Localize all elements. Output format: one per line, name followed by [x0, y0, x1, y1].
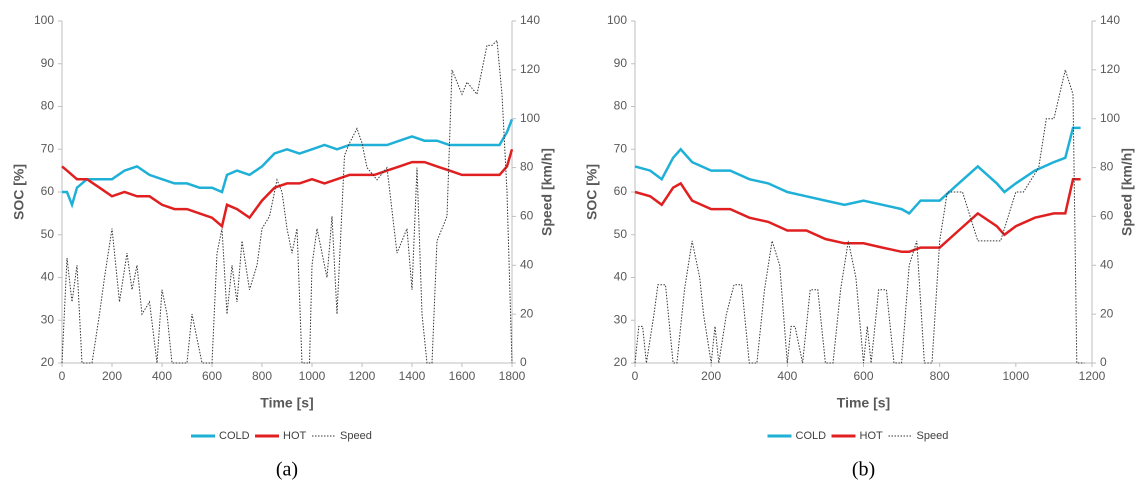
- y-tick-label: 20: [41, 355, 55, 369]
- y2-tick-label: 120: [1100, 62, 1120, 76]
- x-axis-title: Time [s]: [837, 395, 890, 411]
- y2-tick-label: 120: [520, 62, 540, 76]
- panel-label: (b): [852, 459, 875, 481]
- y2-tick-label: 40: [520, 257, 534, 271]
- y2-tick-label: 0: [1100, 355, 1107, 369]
- x-tick-label: 1200: [349, 369, 376, 383]
- y2-tick-label: 100: [1100, 111, 1120, 125]
- y2-tick-label: 0: [520, 355, 527, 369]
- y2-tick-label: 20: [1100, 306, 1114, 320]
- data-line: [62, 118, 514, 209]
- data-line: [634, 126, 1081, 215]
- x-tick-label: 800: [252, 369, 272, 383]
- x-tick-label: 0: [59, 369, 66, 383]
- y2-tick-label: 40: [1100, 257, 1114, 271]
- y2-axis-title: Speed [km/h]: [539, 148, 555, 236]
- x-tick-label: 1000: [1002, 369, 1029, 383]
- x-tick-label: 0: [632, 369, 639, 383]
- x-tick-label: 1000: [299, 369, 326, 383]
- legend-label: COLD: [796, 430, 827, 442]
- y-tick-label: 30: [41, 312, 55, 326]
- x-tick-label: 1400: [399, 369, 426, 383]
- x-tick-label: 400: [777, 369, 797, 383]
- x-tick-label: 1800: [499, 369, 526, 383]
- y-axis-title: SOC [%]: [584, 164, 600, 220]
- x-tick-label: 600: [202, 369, 222, 383]
- y-tick-label: 80: [614, 99, 628, 113]
- data-line: [61, 148, 514, 229]
- y-tick-label: 30: [614, 312, 628, 326]
- y2-tick-label: 80: [1100, 160, 1114, 174]
- y2-tick-label: 100: [520, 111, 540, 125]
- x-tick-label: 200: [701, 369, 721, 383]
- y2-tick-label: 140: [520, 13, 540, 27]
- legend-label: Speed: [917, 430, 949, 442]
- y-tick-label: 100: [34, 13, 54, 27]
- y2-tick-label: 80: [520, 160, 534, 174]
- y2-tick-label: 60: [520, 209, 534, 223]
- legend-label: HOT: [283, 430, 307, 442]
- x-tick-label: 1600: [449, 369, 476, 383]
- y2-axis-title: Speed [km/h]: [1119, 148, 1135, 236]
- y-tick-label: 80: [41, 99, 55, 113]
- x-tick-label: 400: [152, 369, 172, 383]
- y-tick-label: 90: [41, 56, 55, 70]
- y-tick-label: 60: [614, 184, 628, 198]
- y-tick-label: 20: [614, 355, 628, 369]
- y-tick-label: 50: [41, 227, 55, 241]
- data-line: [634, 177, 1081, 254]
- y-axis-title: SOC [%]: [11, 164, 27, 220]
- legend-label: Speed: [340, 430, 372, 442]
- y-tick-label: 90: [614, 56, 628, 70]
- x-tick-label: 600: [853, 369, 873, 383]
- y2-tick-label: 140: [1100, 13, 1120, 27]
- x-tick-label: 200: [102, 369, 122, 383]
- x-axis-title: Time [s]: [260, 395, 313, 411]
- data-line: [61, 39, 513, 364]
- y-tick-label: 40: [614, 270, 628, 284]
- legend-label: COLD: [219, 430, 250, 442]
- panel-label: (a): [276, 459, 298, 481]
- y-tick-label: 60: [41, 184, 55, 198]
- x-tick-label: 1200: [1079, 369, 1106, 383]
- legend-label: HOT: [860, 430, 884, 442]
- y2-tick-label: 60: [1100, 209, 1114, 223]
- y-tick-label: 40: [41, 270, 55, 284]
- data-line: [634, 68, 1085, 364]
- y2-tick-label: 20: [520, 306, 534, 320]
- y-tick-label: 100: [607, 13, 627, 27]
- y-tick-label: 70: [614, 141, 628, 155]
- x-tick-label: 800: [930, 369, 950, 383]
- y-tick-label: 50: [614, 227, 628, 241]
- y-tick-label: 70: [41, 141, 55, 155]
